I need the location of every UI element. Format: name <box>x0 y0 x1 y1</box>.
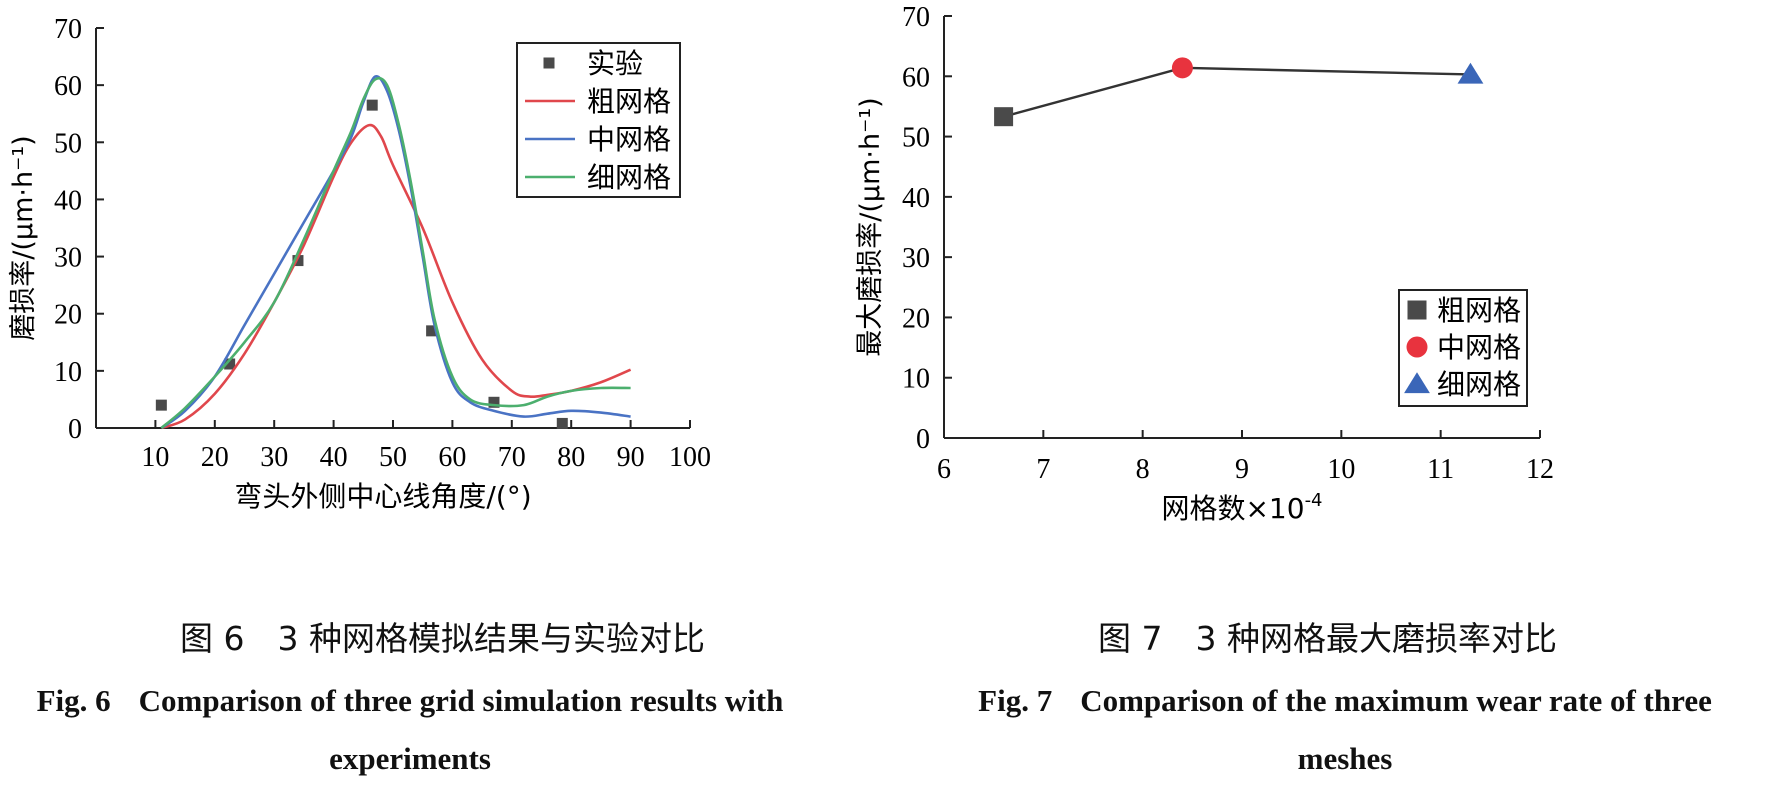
x-tick-label: 7 <box>1036 454 1050 485</box>
data-point-experiment <box>556 417 568 429</box>
x-tick-label: 90 <box>617 442 645 473</box>
x-tick-label: 70 <box>498 442 526 473</box>
data-point-triangle <box>1457 62 1484 84</box>
legend-label: 实验 <box>587 47 643 80</box>
y-tick-label: 30 <box>902 243 930 274</box>
fig7-caption-en: Fig. 7 Comparison of the maximum wear rat… <box>945 672 1745 788</box>
data-point-experiment <box>426 325 438 337</box>
x-tick-label: 10 <box>1327 454 1355 485</box>
data-point-experiment <box>366 99 378 111</box>
x-tick-label: 100 <box>669 442 711 473</box>
y-tick-label: 50 <box>54 128 82 159</box>
legend-marker <box>1404 372 1430 394</box>
data-point-experiment <box>155 399 167 411</box>
x-tick-label: 6 <box>937 454 951 485</box>
x-tick-label: 10 <box>141 442 169 473</box>
x-tick-label: 30 <box>260 442 288 473</box>
data-point-experiment <box>224 358 236 370</box>
y-axis-label: 最大磨损率/(μm·h⁻¹) <box>855 97 886 356</box>
legend-label: 粗网格 <box>1437 294 1521 327</box>
legend-marker <box>543 57 555 69</box>
x-tick-label: 9 <box>1235 454 1249 485</box>
y-tick-label: 70 <box>54 14 82 45</box>
data-point-experiment <box>488 396 500 408</box>
fig6-caption-cn: 图 6 3 种网格模拟结果与实验对比 <box>180 619 705 658</box>
legend-label: 中网格 <box>587 123 671 156</box>
y-tick-label: 40 <box>902 183 930 214</box>
y-tick-label: 60 <box>902 62 930 93</box>
figure-7: 0 10 20 30 40 50 60 70 6 7 8 9 10 11 12 网格数×10-4 最大磨损率/(… <box>855 0 1770 777</box>
data-point-circle <box>1171 57 1193 79</box>
fig6-caption-label: Fig. 6 <box>36 683 111 718</box>
legend-marker <box>1407 300 1427 320</box>
fig6-chart: 0 10 20 30 40 50 60 70 10 20 30 40 50 60 70 80 90 100 弯头外侧… <box>8 14 711 513</box>
connecting-line <box>1003 66 1471 118</box>
series-line-3 <box>160 76 631 429</box>
data-point-square <box>994 107 1014 127</box>
legend-box <box>516 42 681 198</box>
x-tick-label: 20 <box>201 442 229 473</box>
x-tick-label: 50 <box>379 442 407 473</box>
fig6-caption-en: Fig. 6 Comparison of three grid simulatio… <box>30 672 790 788</box>
x-axis-label: 弯头外侧中心线角度/(°) <box>234 480 531 513</box>
data-point-experiment <box>292 255 304 267</box>
x-axis-label: 网格数×10-4 <box>1161 490 1322 525</box>
y-tick-label: 60 <box>54 71 82 102</box>
legend-label: 细网格 <box>587 161 671 194</box>
y-axis-label: 磨损率/(μm·h⁻¹) <box>8 135 39 340</box>
x-tick-label: 40 <box>320 442 348 473</box>
x-axis-label-exponent: -4 <box>1305 490 1323 511</box>
y-tick-label: 10 <box>902 364 930 395</box>
y-tick-label: 20 <box>54 300 82 331</box>
x-tick-label: 12 <box>1526 454 1554 485</box>
y-tick-label: 20 <box>902 303 930 334</box>
y-tick-label: 50 <box>902 123 930 154</box>
fig7-caption-label: Fig. 7 <box>978 683 1053 718</box>
series-line-1 <box>160 123 632 430</box>
y-tick-label: 70 <box>902 2 930 33</box>
y-tick-label: 30 <box>54 243 82 274</box>
series-line-2 <box>160 74 631 430</box>
legend-label: 粗网格 <box>587 85 671 118</box>
x-tick-label: 80 <box>557 442 585 473</box>
legend-marker <box>1406 336 1428 358</box>
y-tick-label: 0 <box>68 414 82 445</box>
fig7-chart: 0 10 20 30 40 50 60 70 6 7 8 9 10 11 12 网格数×10-4 最大磨损率/(… <box>855 2 1554 525</box>
x-tick-label: 11 <box>1427 454 1454 485</box>
legend-label: 中网格 <box>1437 331 1521 364</box>
x-tick-label: 8 <box>1136 454 1150 485</box>
y-tick-label: 0 <box>916 424 930 455</box>
fig7-caption-cn: 图 7 3 种网格最大磨损率对比 <box>1098 619 1557 658</box>
fig6-caption-text: Comparison of three grid simulation resu… <box>138 683 784 776</box>
x-tick-label: 60 <box>438 442 466 473</box>
y-tick-label: 10 <box>54 357 82 388</box>
legend-label: 细网格 <box>1437 368 1521 401</box>
y-tick-label: 40 <box>54 185 82 216</box>
fig7-caption-text: Comparison of the maximum wear rate of t… <box>1080 683 1712 776</box>
figure-6: 0 10 20 30 40 50 60 70 10 20 30 40 50 60 70 80 90 100 弯头外侧… <box>0 0 885 777</box>
